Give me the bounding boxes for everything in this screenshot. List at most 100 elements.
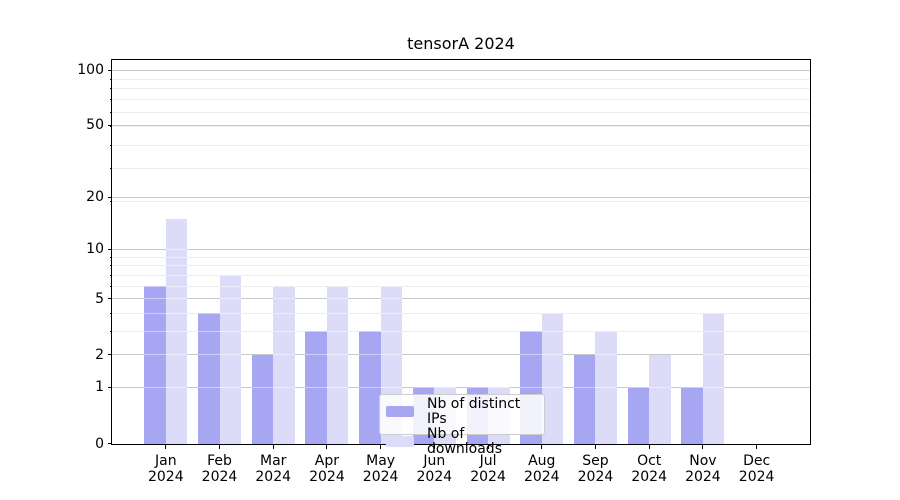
x-tick [594,444,596,449]
x-tick [702,444,704,449]
x-tick-label: Feb 2024 [201,452,238,485]
y-tick-label: 1 [95,379,104,396]
x-tick-label: Jul 2024 [470,452,506,485]
y-minor-tick [109,312,112,314]
gridline-overlay [112,265,810,267]
chart-title: tensorA 2024 [407,34,515,53]
y-gridline-major [112,354,810,356]
x-tick-label: Sep 2024 [577,452,614,485]
x-tick [272,444,274,449]
gridline-overlay [112,196,810,198]
y-tick [107,443,112,444]
x-tick-label: Apr 2024 [309,452,345,485]
x-tick-label: Nov 2024 [685,452,721,485]
y-minor-tick [109,200,112,202]
x-tick [433,444,435,449]
y-minor-tick [109,78,112,80]
bar-nb-of-downloads [326,286,349,444]
y-gridline-minor [112,200,810,202]
y-tick-label: 0 [95,435,104,452]
gridline-overlay [112,200,810,202]
legend-swatch-nb-of-distinct-ips [386,406,414,417]
x-tick [219,444,220,449]
plot-area: Nb of distinct IPs Nb of downloads [111,59,811,456]
x-tick [165,444,167,449]
x-tick-label: Dec 2024 [738,452,775,485]
y-minor-tick [109,265,112,267]
legend-swatch-nb-of-downloads [386,436,414,447]
y-tick [107,124,112,126]
bar-nb-of-distinct-ips [681,387,703,444]
legend-label: Nb of downloads [427,425,502,457]
gridline-overlay [112,88,810,90]
y-gridline-minor [112,167,810,169]
bar-nb-of-distinct-ips [144,286,166,444]
bar-nb-of-distinct-ips [198,313,220,444]
y-gridline-minor [112,285,810,287]
y-tick [107,354,112,356]
y-gridline-major [112,248,810,250]
x-tick-label: Mar 2024 [255,452,292,485]
y-minor-tick [109,144,112,146]
y-minor-tick [109,256,112,258]
gridline-overlay [112,99,810,101]
x-tick [326,444,328,449]
y-gridline-minor [112,144,810,146]
y-tick [107,69,112,71]
y-gridline-major [112,196,810,198]
y-gridline-major [112,69,810,71]
bar-nb-of-downloads [273,286,295,444]
gridline-overlay [112,298,810,300]
y-gridline-minor [112,126,810,128]
bar-nb-of-distinct-ips [305,331,327,444]
gridline-overlay [112,386,810,388]
gridline-overlay [112,144,810,146]
gridline-overlay [112,256,810,258]
gridline-overlay [112,124,810,126]
gridline-overlay [112,248,810,250]
gridline-overlay [112,274,810,276]
y-tick-label: 5 [95,290,104,307]
y-gridline-minor [112,88,810,90]
bar-nb-of-downloads [649,354,671,444]
x-tick [487,444,489,449]
gridline-overlay [112,78,810,80]
y-minor-tick [109,111,112,113]
y-tick [107,386,112,388]
bar-nb-of-downloads [702,313,725,444]
y-tick-label: 50 [86,117,104,134]
gridline-overlay [112,312,810,314]
y-minor-tick [109,99,112,101]
gridline-overlay [112,126,810,128]
bar-nb-of-distinct-ips [251,354,274,444]
y-tick [107,298,112,300]
bar-nb-of-downloads [595,331,617,444]
bar-nb-of-downloads [219,275,241,444]
gridline-overlay [112,354,810,356]
y-gridline-major [112,298,810,300]
y-gridline-minor [112,274,810,276]
y-minor-tick [109,167,112,169]
y-minor-tick [109,88,112,90]
y-minor-tick [109,126,112,128]
gridline-overlay [112,69,810,71]
x-tick [541,444,543,449]
x-tick-label: Aug 2024 [523,452,560,485]
y-tick [107,248,112,250]
y-tick-label: 100 [77,62,104,79]
legend: Nb of distinct IPs Nb of downloads [379,393,545,456]
legend-item: Nb of distinct IPs [386,396,538,427]
x-tick-label: May 2024 [362,452,399,485]
y-gridline-major [112,124,810,126]
y-minor-tick [109,274,112,276]
y-gridline-minor [112,99,810,101]
y-gridline-minor [112,78,810,80]
x-tick [756,444,758,449]
gridline-overlay [112,167,810,169]
y-tick-label: 2 [95,346,104,363]
bar-nb-of-downloads [541,313,564,444]
gridline-overlay [112,330,810,332]
y-gridline-minor [112,256,810,258]
y-gridline-minor [112,312,810,314]
